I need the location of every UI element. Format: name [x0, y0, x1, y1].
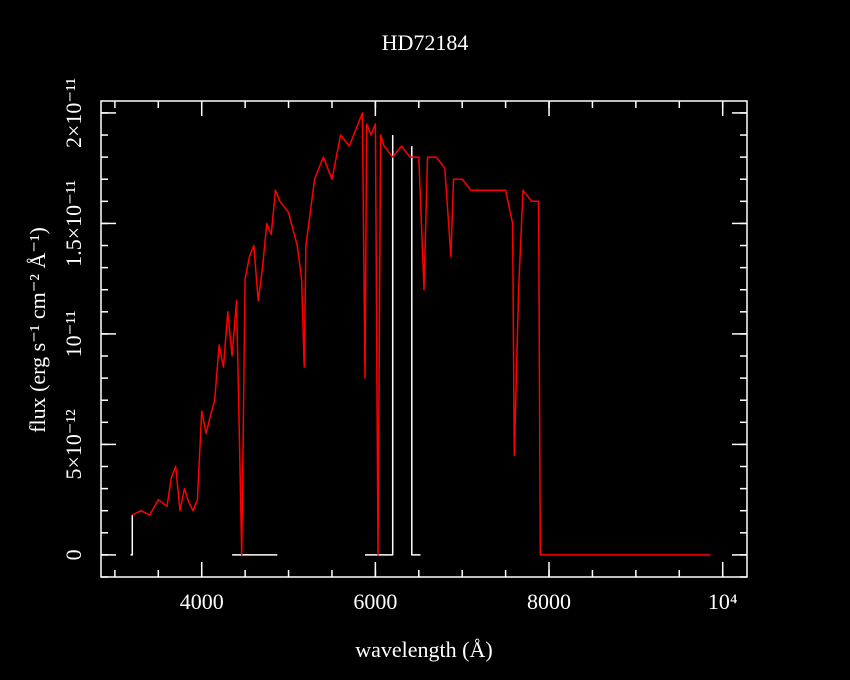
x-tick-label: 6000: [353, 589, 397, 614]
y-axis-label: flux (erg s⁻¹ cm⁻² Å⁻¹): [25, 227, 50, 433]
x-axis-label: wavelength (Å): [355, 637, 492, 662]
x-tick-label: 10⁴: [708, 589, 738, 614]
spectrum-line: [131, 112, 711, 556]
x-tick-label: 8000: [527, 589, 571, 614]
spectrum-line: [130, 135, 421, 556]
y-tick-label: 2×10⁻¹¹: [61, 78, 86, 148]
plot-frame: [100, 100, 748, 578]
x-tick-label: 4000: [180, 589, 224, 614]
y-tick-label: 0: [61, 549, 86, 560]
chart-title: HD72184: [382, 30, 469, 55]
y-tick-label: 5×10⁻¹²: [61, 409, 86, 480]
y-tick-label: 1.5×10⁻¹¹: [61, 180, 86, 267]
y-tick-label: 10⁻¹¹: [61, 311, 86, 358]
